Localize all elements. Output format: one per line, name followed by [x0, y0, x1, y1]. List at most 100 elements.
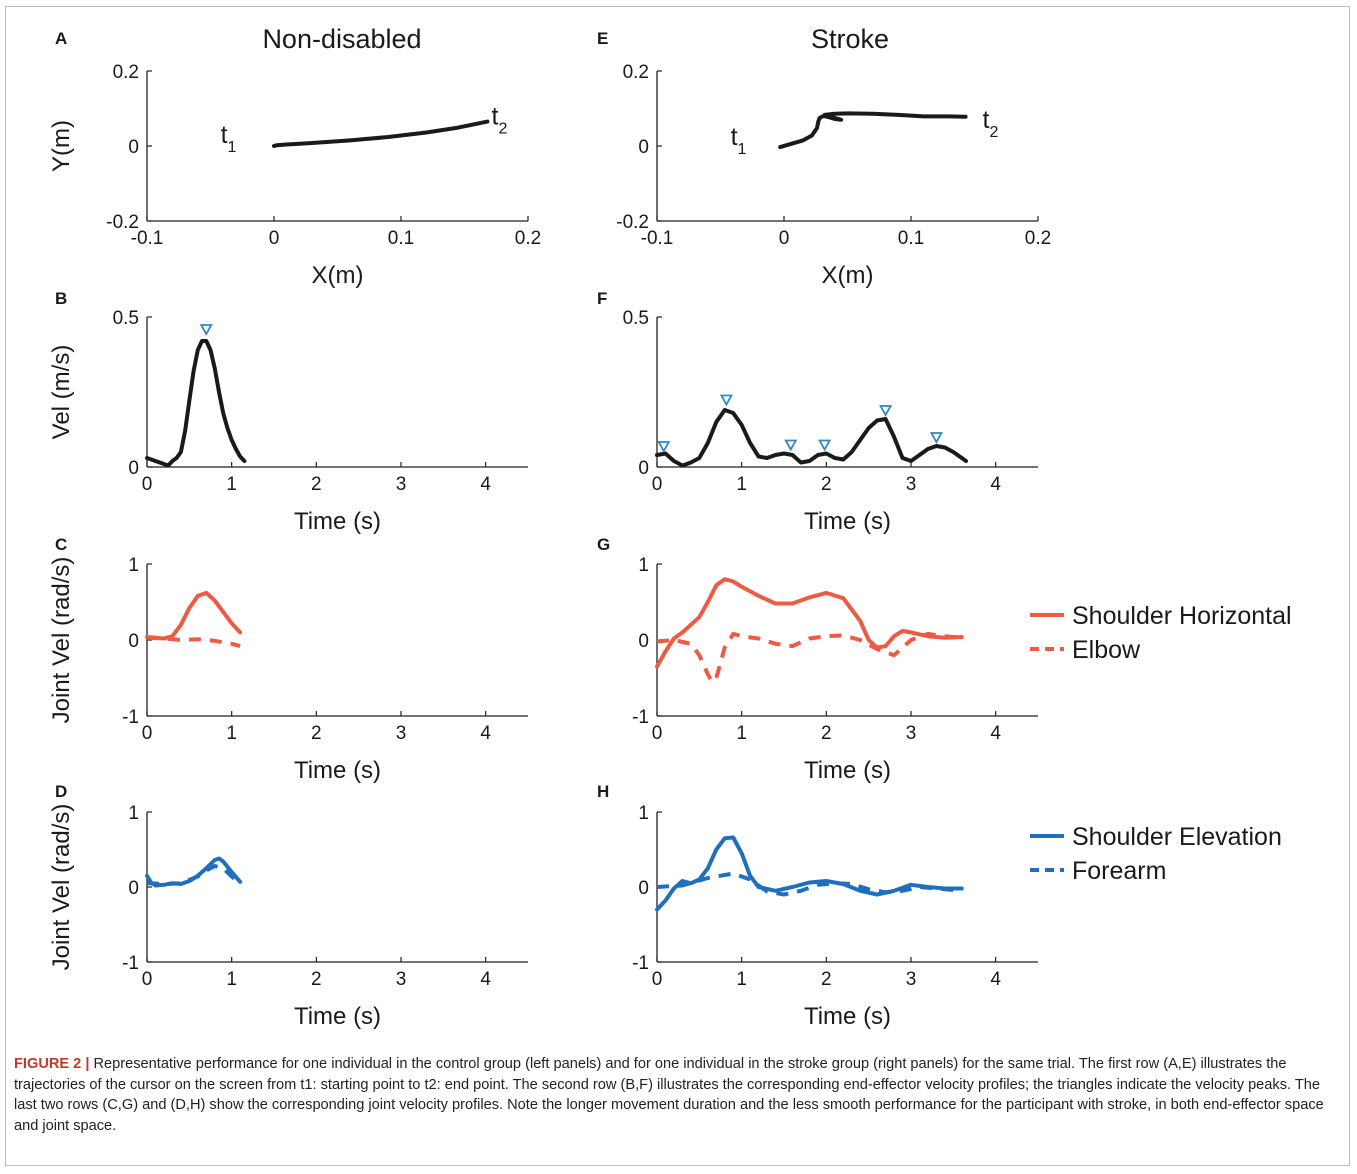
- annotation-subscript: 2: [499, 120, 508, 137]
- y-tick-label: -0.2: [616, 212, 649, 233]
- x-tick-label: 4: [480, 474, 491, 495]
- peak-marker: [879, 405, 893, 417]
- figure-frame: [5, 6, 1350, 1166]
- x-tick-label: 3: [396, 969, 407, 990]
- y-tick-label: 1: [128, 803, 139, 824]
- x-tick-label: 3: [396, 723, 407, 744]
- series-line-trajectory: [655, 408, 968, 468]
- x-tick-label: 4: [480, 723, 491, 744]
- annotation-subscript: 1: [228, 139, 237, 156]
- y-tick-label: -1: [122, 707, 139, 728]
- peak-marker: [818, 439, 832, 452]
- annotation-base: t: [983, 106, 990, 134]
- annotation-base: t: [221, 121, 228, 149]
- x-axis-label: Time (s): [294, 508, 381, 535]
- annotation-base: t: [731, 123, 738, 151]
- panel-b: B 0 1 2 3 4 0 0.5 Time (s) Vel (m/s): [48, 289, 528, 535]
- series-line-forearm: [146, 864, 242, 886]
- x-tick-label: 0: [652, 969, 663, 990]
- x-tick-label: 1: [736, 474, 747, 495]
- y-tick-label: 0: [638, 878, 649, 899]
- y-tick-label: 0: [128, 458, 139, 479]
- series-line-shoulder-elevation: [655, 835, 964, 912]
- x-tick-label: 4: [990, 723, 1001, 744]
- y-tick-label: 1: [128, 555, 139, 576]
- series-line-trajectory: [272, 119, 490, 148]
- series-line-forearm: [656, 871, 962, 897]
- x-tick-label: 3: [906, 474, 917, 495]
- figure-caption: FIGURE 2 | Representative performance fo…: [14, 1054, 1339, 1136]
- x-tick-label: 4: [990, 969, 1001, 990]
- annotation-subscript: 1: [738, 141, 747, 158]
- annotation-t2: t2: [492, 102, 508, 137]
- panel-label-a: A: [55, 29, 67, 48]
- x-tick-label: 0: [779, 228, 790, 249]
- y-tick-label: 0.2: [113, 62, 139, 83]
- peak-marker: [657, 441, 671, 453]
- x-tick-label: 0.2: [1025, 228, 1051, 249]
- y-tick-label: 0: [638, 631, 649, 652]
- y-tick-label: 1: [638, 803, 649, 824]
- x-tick-label: 0.1: [388, 228, 414, 249]
- x-tick-label: 4: [990, 474, 1001, 495]
- panel-label-e: E: [597, 29, 608, 48]
- y-tick-label: 0: [128, 137, 139, 158]
- x-tick-label: 3: [396, 474, 407, 495]
- series-line-shoulder-horizontal: [655, 577, 964, 669]
- legend-c: Shoulder Horizontal Elbow: [1030, 602, 1292, 664]
- legend-label: Shoulder Horizontal: [1072, 602, 1292, 630]
- x-axis-label: Time (s): [804, 757, 891, 784]
- x-tick-label: -0.1: [641, 228, 674, 249]
- y-tick-label: -1: [632, 953, 649, 974]
- panel-label-d: D: [55, 782, 67, 801]
- peak-marker: [199, 324, 213, 336]
- x-tick-label: 1: [226, 474, 237, 495]
- x-tick-label: 0: [269, 228, 280, 249]
- series-line-trajectory: [778, 111, 968, 150]
- x-tick-label: 2: [311, 474, 322, 495]
- x-axis-label: Time (s): [294, 1003, 381, 1030]
- x-tick-label: -0.1: [131, 228, 164, 249]
- panel-label-f: F: [597, 289, 607, 308]
- peak-marker: [929, 432, 943, 444]
- annotation-base: t: [492, 102, 499, 130]
- y-axis-label: Vel (m/s): [48, 345, 75, 440]
- x-tick-label: 1: [736, 969, 747, 990]
- y-tick-label: 0.5: [113, 308, 139, 329]
- series-line-elbow: [146, 635, 241, 649]
- x-tick-label: 1: [226, 723, 237, 744]
- x-tick-label: 2: [311, 723, 322, 744]
- legend-label: Forearm: [1072, 857, 1166, 885]
- panel-label-h: H: [597, 782, 609, 801]
- x-tick-label: 2: [821, 474, 832, 495]
- column-title-non-disabled: Non-disabled: [262, 24, 421, 54]
- y-axis-label: Y(m): [48, 120, 75, 172]
- y-axis-label: Joint Vel (rad/s): [48, 804, 75, 971]
- x-tick-label: 4: [480, 969, 491, 990]
- panel-label-b: B: [55, 289, 67, 308]
- y-axis-label: Joint Vel (rad/s): [48, 557, 75, 724]
- x-axis-label: Time (s): [294, 757, 381, 784]
- x-tick-label: 0: [652, 474, 663, 495]
- x-tick-label: 3: [906, 969, 917, 990]
- y-tick-label: -0.2: [106, 212, 139, 233]
- x-axis-label: X(m): [822, 262, 874, 289]
- x-tick-label: 1: [736, 723, 747, 744]
- x-tick-label: 2: [311, 969, 322, 990]
- x-tick-label: 2: [821, 969, 832, 990]
- y-tick-label: 0.5: [623, 308, 649, 329]
- panel-f: F 0 1 2 3 4 0 0.5 Time (s): [597, 289, 1038, 535]
- x-axis-label: Time (s): [804, 1003, 891, 1030]
- caption-label: FIGURE 2 |: [14, 1056, 90, 1072]
- x-tick-label: 0: [142, 474, 153, 495]
- panel-label-g: G: [597, 535, 610, 554]
- column-title-stroke: Stroke: [811, 24, 889, 54]
- x-tick-label: 0.1: [898, 228, 924, 249]
- annotation-t2: t2: [983, 106, 999, 141]
